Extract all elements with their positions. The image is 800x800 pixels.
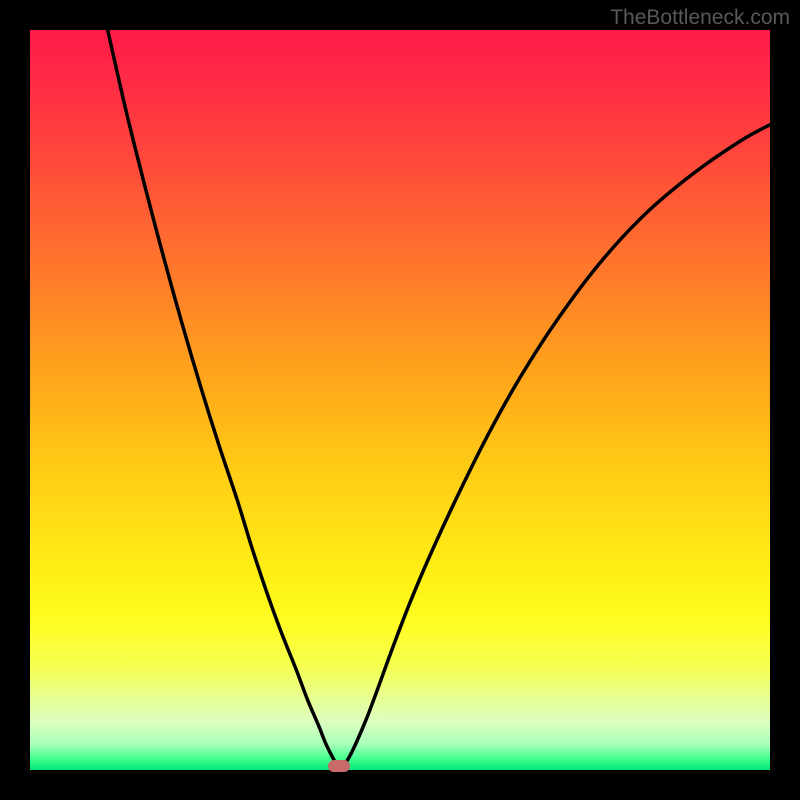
bottleneck-chart: TheBottleneck.com [0,0,800,800]
optimal-point-marker [328,760,350,772]
plot-area [30,30,770,770]
watermark-text: TheBottleneck.com [610,6,790,30]
bottleneck-curve [30,30,770,770]
